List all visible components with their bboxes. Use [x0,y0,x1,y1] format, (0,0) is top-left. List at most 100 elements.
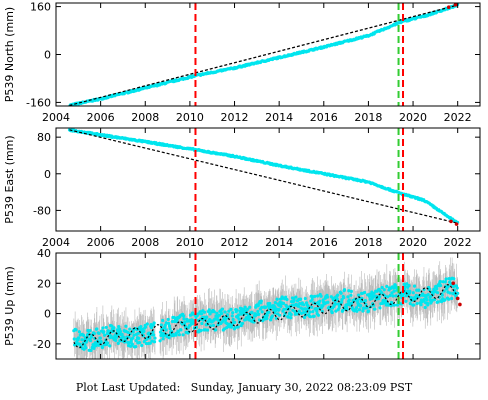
data-point [366,309,371,313]
data-point [107,329,111,334]
data-point [447,280,452,284]
data-point [229,307,233,311]
data-point [220,307,225,311]
data-point [357,293,361,297]
data-point [150,339,154,343]
data-point [240,307,244,311]
data-point [455,286,459,290]
data-point [296,304,301,308]
data-point [225,313,230,317]
data-point [243,305,247,309]
data-point [326,300,330,304]
data-point [200,321,204,326]
data-point [426,292,430,297]
data-point [303,296,307,301]
data-point [278,313,282,317]
x-tick-label: 2008 [131,111,159,124]
y-axis-label: P539 Up (mm) [3,266,16,346]
data-point [308,315,312,319]
plot-area [72,257,462,359]
plot-area [67,128,460,226]
data-point [259,299,263,303]
data-point [411,291,415,295]
data-point [101,326,105,330]
data-point [302,315,307,320]
data-point [102,333,107,337]
data-point [216,318,221,322]
data-point [386,303,391,307]
data-point [163,323,167,327]
y-axis-label: P539 East (mm) [3,135,16,223]
data-point [217,313,222,317]
recent-point [455,296,460,301]
data-point [77,330,82,334]
data-point [355,309,359,313]
data-point [161,318,165,323]
data-point [240,321,245,326]
x-tick-label: 2006 [87,111,115,124]
data-point [183,320,187,324]
data-point [363,299,368,303]
y-tick-label: 0 [44,49,51,62]
data-point [114,338,118,342]
data-point [274,316,278,320]
data-point [427,287,432,291]
trend-line [69,4,458,106]
data-point [230,314,234,318]
data-point [100,345,105,350]
data-point [313,294,317,299]
data-point [349,289,353,293]
data-point [80,338,84,342]
data-point [333,302,338,306]
data-point [436,300,440,304]
y-tick-label: 160 [30,1,51,14]
data-point [392,289,396,293]
x-tick-label: 2022 [444,236,472,249]
data-point [105,341,110,345]
data-point [97,331,101,336]
data-point [168,326,172,331]
data-point [443,280,447,284]
data-point [452,277,456,281]
data-point [450,296,454,301]
data-point [177,333,181,337]
data-point [382,288,386,292]
data-point [436,291,440,295]
data-point [380,285,384,290]
data-points [67,128,460,225]
data-point [223,310,227,314]
x-tick-label: 2012 [221,111,249,124]
data-point [312,314,316,318]
data-point [89,348,93,353]
data-point [227,309,231,313]
data-point [391,294,395,298]
data-point [214,328,218,332]
data-point [357,308,362,312]
data-point [231,311,235,315]
chart-panel-2: -80 0 80 2004 2006 2008 2010 2012 2014 2016 2018 20… [3,127,481,249]
data-point [289,312,293,317]
data-point [377,295,382,299]
data-point [85,339,89,343]
data-point [359,304,363,308]
plot-footer: Plot Last Updated: Sunday, January 30, 2… [0,381,488,394]
data-point [308,310,312,314]
x-tick-label: 2004 [42,236,70,249]
x-tick-label: 2012 [221,236,249,249]
x-tick-label: 2016 [310,111,338,124]
data-point [378,306,382,310]
data-point [213,317,217,321]
data-point [132,333,136,337]
data-point [205,315,209,319]
data-point [335,297,339,301]
x-tick-label: 2008 [131,236,159,249]
data-point [215,311,219,315]
data-point [161,337,165,341]
data-point [317,302,321,307]
data-point [372,291,376,296]
data-point [139,324,143,329]
data-point [423,305,427,310]
data-point [88,328,92,333]
data-point [354,306,359,310]
